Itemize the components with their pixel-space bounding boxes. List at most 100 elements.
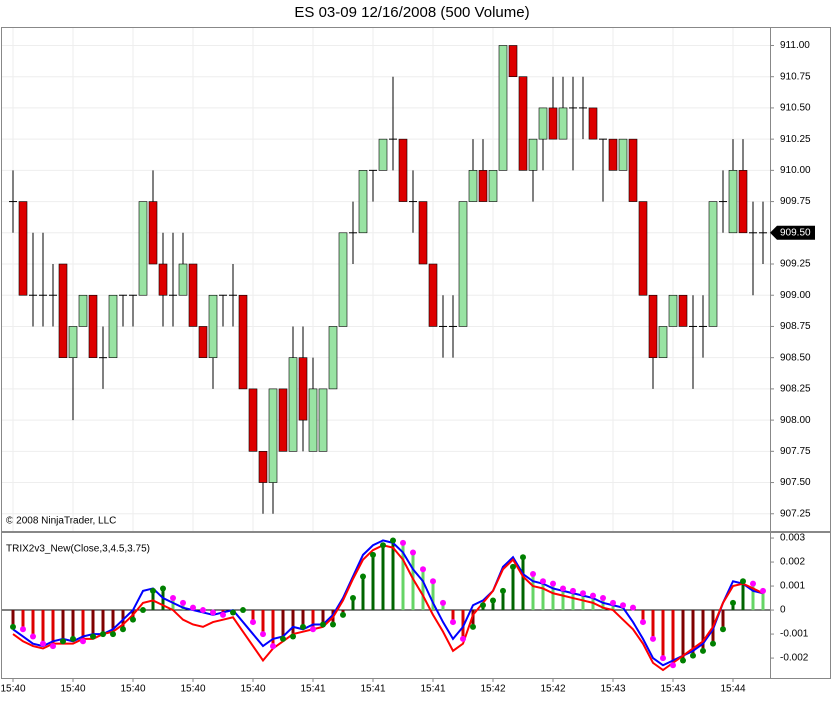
indicator-title: TRIX2v3_New(Close,3,4.5,3.75) (6, 544, 150, 555)
indicator-dot (390, 537, 396, 544)
candle-body (148, 201, 158, 265)
histogram-bar (401, 542, 405, 611)
indicator-dot (230, 609, 236, 616)
candle-body (198, 326, 208, 358)
histogram-bar (651, 610, 655, 639)
histogram-bar (761, 590, 765, 611)
indicator-dot (90, 633, 96, 640)
indicator-dot (10, 623, 16, 630)
y-tick-label: 910.50 (780, 103, 811, 114)
histogram-bar (741, 581, 745, 611)
histogram-bar (181, 602, 185, 611)
candle-body (108, 294, 118, 358)
indicator-line (12, 539, 764, 667)
y-tick-label: 907.75 (780, 446, 811, 457)
candle-body (338, 232, 348, 327)
y-tick-label: -0.002 (780, 653, 809, 664)
indicator-dot (270, 643, 276, 650)
candle-body (458, 201, 468, 327)
indicator-dot (510, 563, 516, 570)
indicator-dot (50, 643, 56, 650)
indicator-dot (220, 611, 226, 618)
histogram-bar (471, 610, 475, 627)
x-tick-label: 15:40 (0, 684, 25, 695)
candle-body (538, 107, 548, 140)
indicator-dot (290, 633, 296, 640)
y-tick-label: -0.001 (780, 629, 809, 640)
candle-body (78, 294, 88, 327)
y-tick-label: 0.003 (780, 533, 805, 544)
candle-body (638, 201, 648, 296)
candle-body (648, 294, 658, 358)
histogram-bar (611, 602, 615, 611)
histogram-bar (681, 610, 685, 661)
candle-body (88, 294, 98, 358)
histogram-bar (521, 557, 525, 611)
indicator-dot (260, 631, 266, 638)
indicator-dot (480, 602, 486, 609)
candle-body (728, 170, 738, 234)
candle-body (328, 326, 338, 390)
indicator-dot (210, 609, 216, 616)
indicator-dot (70, 635, 76, 642)
indicator-dot (150, 587, 156, 594)
indicator-dot (240, 607, 246, 614)
y-tick-label: 909.00 (780, 290, 811, 301)
candle-body (468, 170, 478, 202)
histogram-bar (601, 598, 605, 611)
histogram-bar (251, 610, 255, 623)
histogram-bar (61, 610, 65, 642)
y-tick-label: 909.25 (780, 259, 811, 270)
histogram-bar (71, 610, 75, 639)
histogram-bar (641, 610, 645, 623)
histogram-bar (511, 566, 515, 611)
x-tick-label: 15:43 (660, 684, 685, 695)
candle-body (518, 76, 528, 171)
indicator-dot (420, 566, 426, 573)
candle-body (238, 294, 248, 390)
candle-body (358, 170, 368, 234)
x-tick-label: 15:40 (120, 684, 145, 695)
candle-body (188, 263, 198, 327)
indicator-dot (120, 626, 126, 633)
histogram-bar (731, 602, 735, 611)
indicator-dot (30, 633, 36, 640)
candle-body (488, 170, 498, 202)
histogram-bar (541, 581, 545, 611)
indicator-dot (400, 539, 406, 546)
histogram-bar (21, 610, 25, 630)
candle-body (258, 451, 268, 483)
candle-body (558, 107, 568, 140)
candle-body (248, 388, 258, 452)
y-tick-label: 909.75 (780, 196, 811, 207)
price-panel (1, 27, 831, 532)
histogram-bar (691, 610, 695, 656)
histogram-bar (81, 610, 85, 642)
histogram-bar (351, 598, 355, 611)
indicator-dot (140, 607, 146, 614)
candle-body (318, 388, 328, 452)
indicator-line (12, 544, 764, 672)
indicator-dot (340, 611, 346, 618)
histogram-bar (31, 610, 35, 637)
x-tick-label: 15:40 (240, 684, 265, 695)
candle-body (378, 138, 388, 171)
indicator-dot (660, 655, 666, 662)
x-tick-label: 15:44 (720, 684, 745, 695)
indicator-dot (170, 595, 176, 602)
indicator-dot (720, 626, 726, 633)
histogram-bar (51, 610, 55, 647)
histogram-bar (701, 610, 705, 651)
indicator-dot (360, 573, 366, 580)
histogram-bar (571, 590, 575, 611)
indicator-dot (580, 590, 586, 597)
histogram-bar (581, 593, 585, 611)
indicator-dot (300, 623, 306, 630)
indicator-dot (350, 595, 356, 602)
candle-body (658, 326, 668, 358)
indicator-dot (750, 580, 756, 587)
histogram-bar (671, 610, 675, 666)
candle-body (398, 138, 408, 202)
